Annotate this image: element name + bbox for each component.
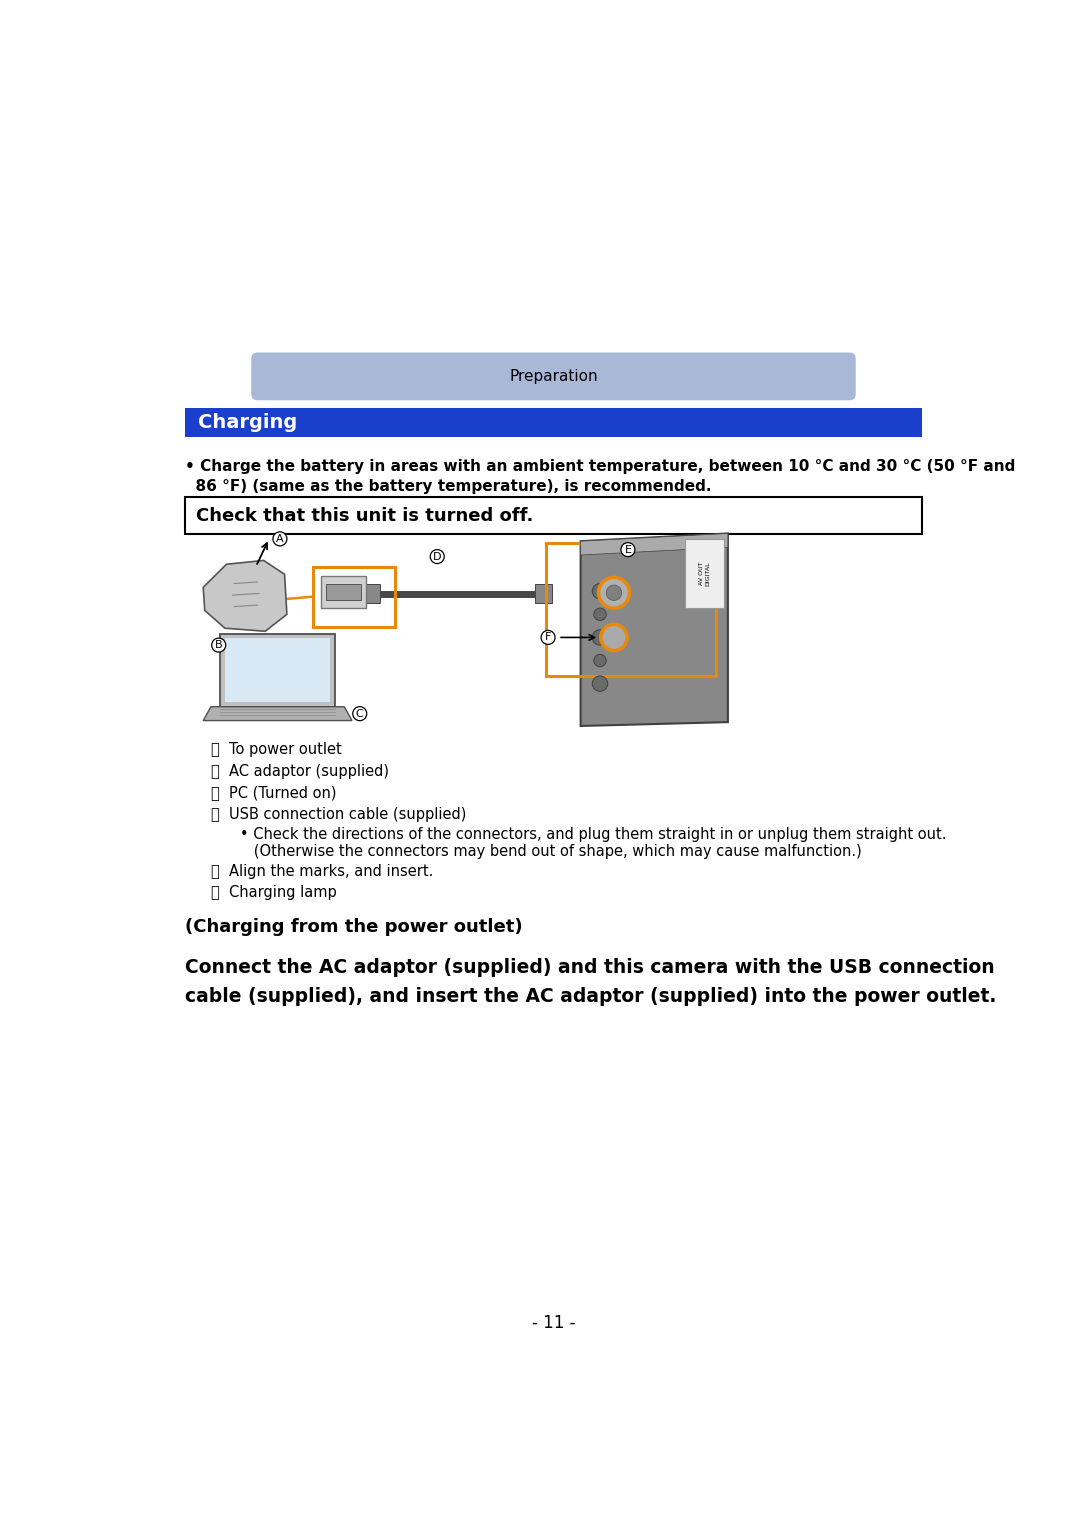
Text: - 11 -: - 11 - (531, 1314, 576, 1332)
Text: Ⓒ  PC (Turned on): Ⓒ PC (Turned on) (211, 786, 337, 800)
Bar (366, 584, 380, 603)
Text: C: C (356, 708, 364, 719)
Text: • Check the directions of the connectors, and plug them straight in or unplug th: • Check the directions of the connectors… (227, 827, 947, 842)
Circle shape (594, 655, 606, 667)
Text: D: D (433, 551, 442, 562)
Polygon shape (581, 534, 728, 726)
Bar (186, 497, 921, 534)
Circle shape (600, 624, 627, 650)
Bar (321, 575, 366, 609)
Polygon shape (220, 633, 335, 707)
FancyBboxPatch shape (252, 353, 855, 400)
Text: • Charge the battery in areas with an ambient temperature, between 10 °C and 30 : • Charge the battery in areas with an am… (186, 459, 1016, 473)
Text: Ⓔ  Align the marks, and insert.: Ⓔ Align the marks, and insert. (211, 864, 433, 879)
Polygon shape (581, 534, 728, 555)
Text: 86 °F) (same as the battery temperature), is recommended.: 86 °F) (same as the battery temperature)… (186, 479, 712, 494)
Bar (545, 543, 716, 676)
Text: (Charging from the power outlet): (Charging from the power outlet) (186, 917, 523, 935)
Text: B: B (215, 639, 222, 650)
Text: Ⓕ  Charging lamp: Ⓕ Charging lamp (211, 885, 337, 900)
Text: cable (supplied), and insert the AC adaptor (supplied) into the power outlet.: cable (supplied), and insert the AC adap… (186, 987, 997, 1006)
Polygon shape (203, 560, 287, 632)
Text: E: E (624, 545, 632, 554)
Circle shape (606, 584, 622, 600)
Circle shape (592, 583, 608, 598)
Circle shape (594, 609, 606, 621)
Circle shape (598, 577, 630, 609)
Polygon shape (203, 707, 352, 720)
Text: A: A (276, 534, 284, 543)
Bar (326, 583, 361, 600)
Circle shape (592, 630, 608, 645)
Bar (225, 638, 330, 702)
Bar (685, 539, 724, 609)
Text: Check that this unit is turned off.: Check that this unit is turned off. (197, 507, 534, 525)
Bar (535, 584, 552, 603)
Text: AV OUT
DIGITAL: AV OUT DIGITAL (699, 562, 710, 586)
Bar (186, 407, 921, 438)
Text: Ⓑ  AC adaptor (supplied): Ⓑ AC adaptor (supplied) (211, 763, 389, 778)
Text: Connect the AC adaptor (supplied) and this camera with the USB connection: Connect the AC adaptor (supplied) and th… (186, 958, 995, 977)
Text: Preparation: Preparation (509, 369, 598, 385)
Bar (313, 566, 394, 627)
Text: Ⓓ  USB connection cable (supplied): Ⓓ USB connection cable (supplied) (211, 807, 467, 823)
Text: Charging: Charging (198, 414, 297, 432)
Text: Ⓐ  To power outlet: Ⓐ To power outlet (211, 742, 341, 757)
Circle shape (592, 676, 608, 691)
Text: (Otherwise the connectors may bend out of shape, which may cause malfunction.): (Otherwise the connectors may bend out o… (227, 844, 862, 859)
Text: F: F (545, 632, 551, 642)
